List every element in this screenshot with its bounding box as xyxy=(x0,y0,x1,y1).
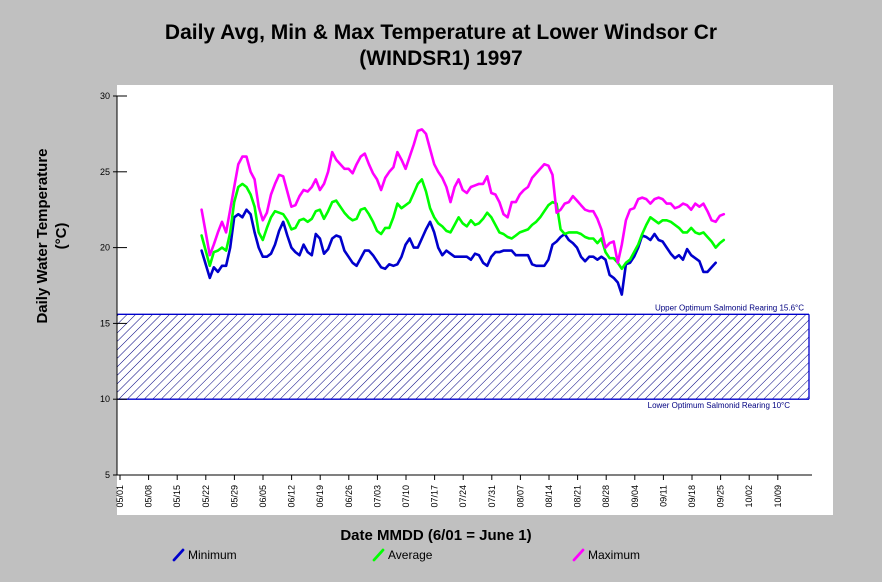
x-tick-label: 05/15 xyxy=(172,485,182,508)
series-line-average xyxy=(200,178,726,271)
x-tick-label: 07/24 xyxy=(458,485,468,508)
optimum-band-lower-label: Lower Optimum Salmonid Rearing 10°C xyxy=(648,401,791,410)
x-tick-label: 07/17 xyxy=(430,485,440,508)
legend: Minimum Average Maximum xyxy=(172,548,640,562)
x-tick-label: 08/14 xyxy=(544,485,554,508)
legend-label-average: Average xyxy=(388,548,433,562)
x-tick-label: 09/25 xyxy=(716,485,726,508)
legend-swatch-average xyxy=(372,548,385,562)
x-axis-label: Date MMDD (6/01 = June 1) xyxy=(340,527,531,544)
y-tick-label: 25 xyxy=(100,167,110,177)
x-tick-label: 06/12 xyxy=(287,485,297,508)
y-tick-label: 15 xyxy=(100,318,110,328)
optimum-band-layer: Upper Optimum Salmonid Rearing 15.6°C Low… xyxy=(117,303,810,410)
x-tick-label: 05/08 xyxy=(144,485,154,508)
x-tick-label: 05/22 xyxy=(201,485,211,508)
x-tick-label: 09/04 xyxy=(630,485,640,508)
chart-title-line2: (WINDSR1) 1997 xyxy=(359,47,523,70)
legend-swatch-minimum xyxy=(172,548,185,562)
x-tick-label: 05/01 xyxy=(115,485,125,508)
x-tick-label: 06/05 xyxy=(258,485,268,508)
y-tick-label: 5 xyxy=(105,470,110,480)
optimum-band-hatch xyxy=(117,314,809,400)
axes: 5 10 15 20 25 30 05/01 05/08 05/15 05/22 05/29 06/0… xyxy=(100,91,812,508)
legend-swatch-maximum xyxy=(572,548,585,562)
y-tick-label: 30 xyxy=(100,91,110,101)
series-line-maximum xyxy=(200,128,726,265)
x-tick-label: 07/10 xyxy=(401,485,411,508)
chart-title: Daily Avg, Min & Max Temperature at Lowe… xyxy=(0,20,882,72)
x-tick-label: 09/11 xyxy=(658,485,668,507)
y-tick-label: 20 xyxy=(100,243,110,253)
x-tick-label: 07/31 xyxy=(487,485,497,508)
chart-title-line1: Daily Avg, Min & Max Temperature at Lowe… xyxy=(164,21,718,44)
x-tick-label: 08/07 xyxy=(515,485,525,508)
y-tick-label: 10 xyxy=(100,394,110,404)
x-tick-label: 08/28 xyxy=(601,485,611,508)
x-tick-label: 09/18 xyxy=(687,485,697,508)
plot-background xyxy=(117,85,833,515)
series-line-minimum xyxy=(200,208,718,296)
x-tick-label: 10/02 xyxy=(744,485,754,508)
legend-label-minimum: Minimum xyxy=(188,548,237,562)
x-tick-label: 07/03 xyxy=(372,485,382,508)
y-axis-label-line2: (°C) xyxy=(53,223,70,250)
x-tick-label: 05/29 xyxy=(229,485,239,508)
x-tick-label: 10/09 xyxy=(773,485,783,508)
x-tick-label: 08/21 xyxy=(573,485,583,508)
x-tick-label: 06/19 xyxy=(315,485,325,508)
optimum-band-upper-label: Upper Optimum Salmonid Rearing 15.6°C xyxy=(655,303,804,312)
y-axis-label-line1: Daily Water Temperature xyxy=(34,148,51,323)
legend-label-maximum: Maximum xyxy=(588,548,640,562)
series-layer xyxy=(200,128,726,296)
x-tick-label: 06/26 xyxy=(344,485,354,508)
